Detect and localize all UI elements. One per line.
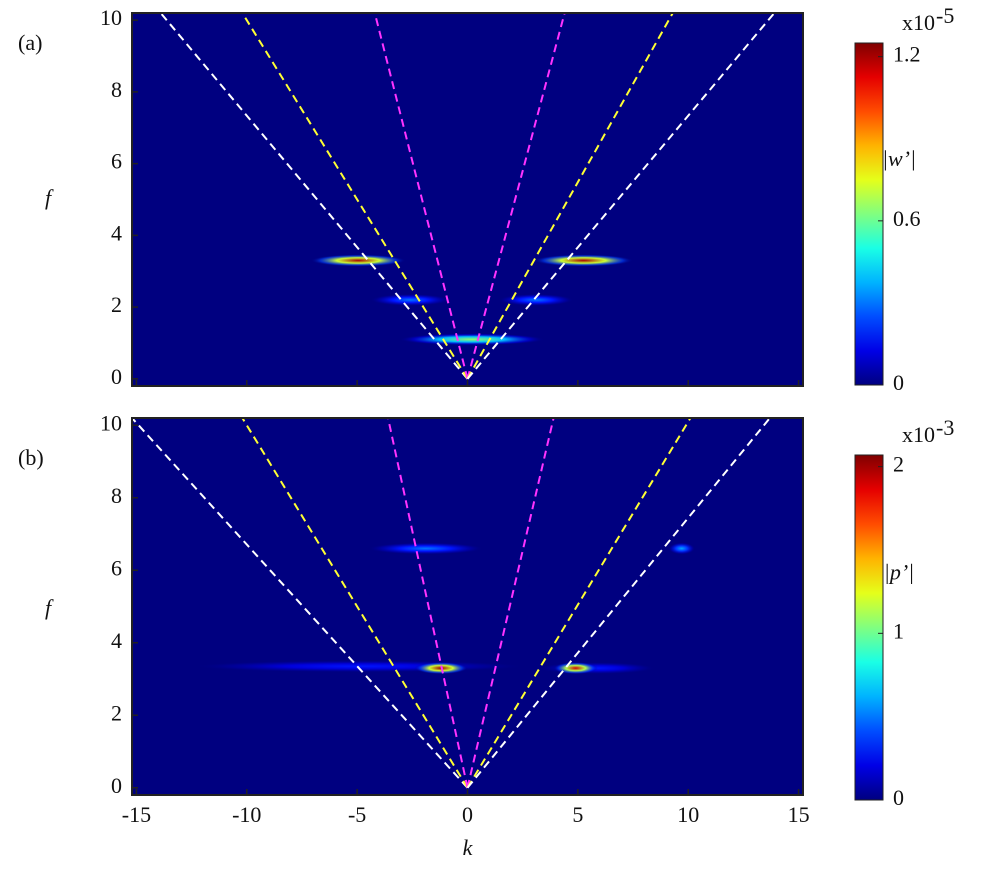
panel-label: (b) bbox=[18, 445, 44, 470]
colorbar-tick-label: 1 bbox=[893, 618, 904, 643]
colorbar-tick-label: 0 bbox=[893, 785, 904, 810]
colorbar-scale: x10 bbox=[902, 422, 935, 447]
spectral-peak bbox=[370, 293, 450, 306]
colorbar bbox=[854, 454, 884, 801]
y-tick-label: 6 bbox=[111, 555, 122, 580]
y-tick-label: 4 bbox=[111, 628, 122, 653]
colorbar-label: |p’| bbox=[884, 560, 914, 585]
colorbar-exponent: -5 bbox=[936, 3, 954, 28]
colorbar-scale: x10 bbox=[902, 10, 935, 35]
spectral-peak bbox=[553, 662, 598, 675]
spectral-peak bbox=[368, 542, 483, 555]
dispersion-line bbox=[466, 13, 674, 380]
dispersion-line bbox=[466, 418, 555, 788]
x-tick-label: 5 bbox=[572, 802, 583, 827]
dispersion-line bbox=[241, 13, 469, 380]
colorbar-tick-label: 0 bbox=[893, 370, 904, 395]
dispersion-line bbox=[373, 13, 469, 380]
dispersion-line bbox=[241, 418, 469, 789]
dispersion-line bbox=[466, 418, 692, 789]
colorbar-exponent: -3 bbox=[936, 415, 954, 440]
spectral-peak bbox=[533, 254, 634, 267]
dispersion-line bbox=[132, 418, 469, 789]
y-tick-label: 8 bbox=[111, 77, 122, 102]
spectral-peak bbox=[310, 254, 406, 267]
y-tick-label: 2 bbox=[111, 292, 122, 317]
dispersion-line bbox=[466, 13, 566, 380]
spectral-peak bbox=[399, 333, 545, 346]
y-tick-label: 6 bbox=[111, 149, 122, 174]
y-axis-label: f bbox=[45, 185, 54, 210]
x-axis-label: k bbox=[463, 835, 474, 860]
dispersion-line bbox=[466, 13, 776, 380]
x-tick-label: 0 bbox=[462, 802, 473, 827]
colorbar bbox=[854, 42, 884, 386]
y-tick-label: 10 bbox=[100, 410, 122, 435]
plot-content bbox=[159, 13, 776, 380]
panel-label: (a) bbox=[18, 30, 42, 55]
x-tick-label: 15 bbox=[788, 802, 810, 827]
x-tick-label: 10 bbox=[677, 802, 699, 827]
colorbar-label: |w’| bbox=[882, 146, 916, 171]
plot-background bbox=[132, 13, 803, 386]
colorbar-tick-label: 2 bbox=[893, 452, 904, 477]
dispersion-line bbox=[159, 13, 469, 380]
spectral-peak bbox=[498, 293, 574, 306]
y-tick-label: 10 bbox=[100, 5, 122, 30]
colorbar-tick-label: 1.2 bbox=[893, 42, 921, 67]
y-tick-label: 4 bbox=[111, 220, 122, 245]
plot-content bbox=[132, 418, 771, 789]
y-tick-label: 2 bbox=[111, 700, 122, 725]
y-tick-label: 0 bbox=[111, 773, 122, 798]
dispersion-line bbox=[387, 418, 469, 788]
y-axis-label: f bbox=[45, 595, 54, 620]
dispersion-line bbox=[466, 418, 771, 789]
y-tick-label: 8 bbox=[111, 483, 122, 508]
x-tick-label: -5 bbox=[348, 802, 366, 827]
spectral-peak bbox=[193, 660, 525, 673]
x-tick-label: -10 bbox=[232, 802, 261, 827]
colorbar-tick-label: 0.6 bbox=[893, 206, 921, 231]
y-tick-label: 0 bbox=[111, 364, 122, 389]
x-tick-label: -15 bbox=[122, 802, 151, 827]
plot-background bbox=[132, 418, 803, 795]
spectral-peak bbox=[668, 542, 695, 555]
